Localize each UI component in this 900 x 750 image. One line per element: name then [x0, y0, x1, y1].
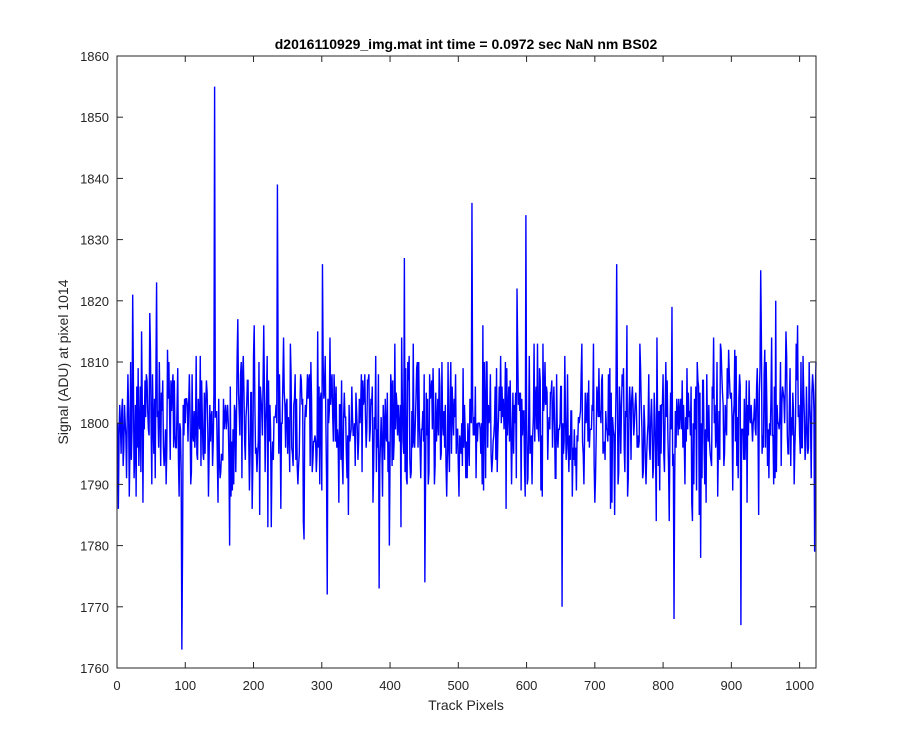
- y-tick-label: 1850: [80, 110, 109, 125]
- x-tick-label: 800: [652, 678, 674, 693]
- x-tick-label: 500: [447, 678, 469, 693]
- plot-area: [117, 56, 816, 668]
- x-axis-label: Track Pixels: [428, 697, 504, 713]
- x-tick-label: 300: [311, 678, 333, 693]
- x-tick-label: 1000: [785, 678, 814, 693]
- x-tick-label: 0: [113, 678, 120, 693]
- y-tick-label: 1800: [80, 416, 109, 431]
- y-tick-label: 1760: [80, 661, 109, 676]
- y-tick-label: 1780: [80, 539, 109, 554]
- y-tick-label: 1770: [80, 600, 109, 615]
- signal-series-line: [116, 86, 817, 650]
- series-layer: [116, 86, 817, 650]
- y-tick-label: 1820: [80, 294, 109, 309]
- y-axis-label: Signal (ADU) at pixel 1014: [55, 279, 71, 444]
- x-axis-ticks: 0 100 200 300 400 500 600 700 800 900 1000: [113, 56, 814, 693]
- y-tick-label: 1830: [80, 233, 109, 248]
- x-tick-label: 400: [379, 678, 401, 693]
- y-tick-label: 1810: [80, 355, 109, 370]
- x-tick-label: 600: [516, 678, 538, 693]
- x-tick-label: 100: [174, 678, 196, 693]
- x-tick-label: 200: [243, 678, 265, 693]
- y-axis-ticks: 1760 1770 1780 1790 1800 1810 1820 1830 1840 1850…: [80, 49, 816, 676]
- chart-title: d2016110929_img.mat int time = 0.0972 se…: [275, 36, 658, 52]
- y-tick-label: 1860: [80, 49, 109, 64]
- x-tick-label: 700: [584, 678, 606, 693]
- y-tick-label: 1840: [80, 171, 109, 186]
- y-tick-label: 1790: [80, 477, 109, 492]
- x-tick-label: 900: [721, 678, 743, 693]
